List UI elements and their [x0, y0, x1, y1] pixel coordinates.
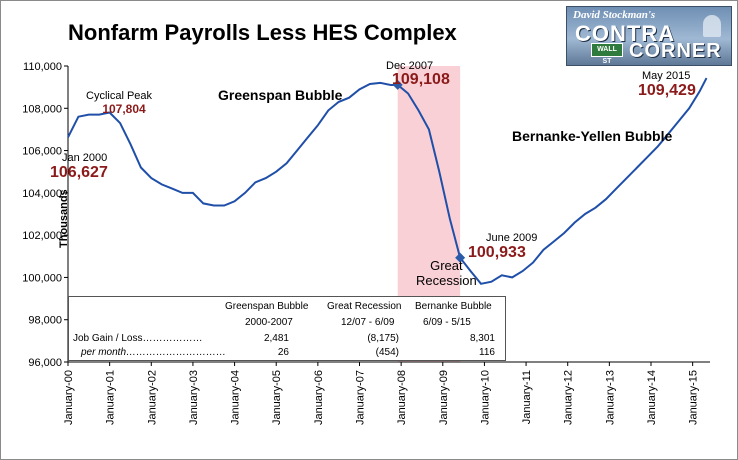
- logo-line2: CONTRA: [575, 21, 676, 46]
- annotation-peak-value: 107,804: [102, 102, 146, 116]
- x-tick-label: January-02: [146, 370, 158, 425]
- x-tick-label: January-11: [521, 370, 533, 424]
- x-tick-label: January-12: [563, 370, 575, 425]
- annotation-june2009-value: 100,933: [468, 244, 526, 261]
- greenspan-bubble-label: Greenspan Bubble: [218, 87, 343, 103]
- x-tick-label: January-06: [313, 370, 325, 425]
- y-tick-label: 110,000: [23, 61, 62, 73]
- x-tick-label: January-13: [604, 370, 616, 425]
- annotation-june2009-label: June 2009: [486, 232, 538, 244]
- stats-period-bernanke: 6/09 - 5/15: [423, 317, 471, 328]
- stats-row-per-month-greenspan: 26: [277, 347, 289, 358]
- annotation-dec2007-label: Dec 2007: [386, 60, 434, 72]
- y-tick-label: 100,000: [22, 272, 62, 284]
- stats-row-per-month-label: per month…………………………: [81, 347, 227, 358]
- series-line-payrolls: [67, 77, 708, 285]
- stats-period-recession: 12/07 - 6/09: [341, 317, 395, 328]
- stats-row-per-month-bernanke: 116: [479, 347, 495, 358]
- annotation-jan2000: Jan 2000 106,627: [50, 152, 108, 182]
- x-tick-label: January-07: [355, 370, 367, 425]
- great-recession-line1: Great: [430, 258, 463, 273]
- annotation-may2015: May 2015 109,429: [638, 70, 696, 100]
- stats-header-recession: Great Recession: [327, 301, 402, 312]
- annotation-june2009: June 2009 100,933: [468, 232, 537, 262]
- annotation-peak: Cyclical Peak 107,804: [86, 90, 152, 116]
- stats-header-bernanke: Bernanke Bubble: [415, 301, 492, 312]
- annotation-dec2007-value: 109,108: [392, 71, 450, 88]
- great-recession-line2: Recession: [416, 273, 477, 288]
- data-marker: [392, 79, 403, 90]
- wall-street-sign-icon: WALL ST: [591, 43, 623, 65]
- stats-row-per-month-recession: (454): [375, 347, 399, 358]
- annotation-jan2000-label: Jan 2000: [62, 152, 108, 164]
- annotation-peak-label: Cyclical Peak: [86, 90, 153, 102]
- annotation-may2015-label: May 2015: [642, 70, 691, 82]
- x-tick-label: January-10: [479, 370, 491, 425]
- y-axis-label: Thousands: [58, 189, 70, 248]
- x-tick-label: January-05: [271, 370, 283, 425]
- logo-line1: David Stockman's: [573, 9, 656, 21]
- x-tick-label: January-14: [646, 370, 658, 425]
- y-tick-label: 98,000: [28, 315, 62, 327]
- stats-row-job-gain-greenspan: 2,481: [263, 333, 289, 344]
- y-axis: 96,000 98,000 100,000 102,000 104,000 106,000…: [22, 61, 69, 369]
- x-tick-label: January-03: [188, 370, 200, 425]
- x-tick-label: January-15: [688, 370, 700, 425]
- y-tick-label: 102,000: [22, 230, 62, 242]
- stats-period-greenspan: 2000-2007: [245, 317, 293, 328]
- markers: [392, 79, 466, 263]
- data-marker: [455, 252, 466, 263]
- capitol-dome-icon: [703, 15, 721, 37]
- x-tick-label: January-04: [230, 370, 242, 425]
- stats-header-greenspan: Greenspan Bubble: [225, 301, 309, 312]
- y-tick-label: 104,000: [22, 188, 62, 200]
- annotation-jan2000-value: 106,627: [50, 164, 108, 181]
- y-tick-label: 106,000: [22, 146, 62, 158]
- annotation-dec2007: Dec 2007 109,108: [386, 60, 450, 89]
- stats-row-job-gain-label: Job Gain / Loss………………: [73, 333, 203, 344]
- y-tick-label: 96,000: [28, 357, 62, 369]
- x-tick-label: January-01: [105, 370, 117, 425]
- y-tick-label: 108,000: [22, 103, 62, 115]
- annotation-may2015-value: 109,429: [638, 82, 696, 99]
- x-tick-label: January-08: [396, 370, 408, 425]
- chart-title: Nonfarm Payrolls Less HES Complex: [68, 20, 457, 45]
- contra-corner-logo: David Stockman's CONTRA WALL ST CORNER: [566, 6, 732, 66]
- x-axis: January-00 January-01 January-02 January-03…: [63, 361, 710, 425]
- stats-row-job-gain-bernanke: 8,301: [469, 333, 495, 344]
- stats-table: Greenspan Bubble Great Recession Bernank…: [68, 296, 506, 361]
- x-tick-label: January-00: [63, 370, 75, 425]
- stats-row-job-gain-recession: (8,175): [367, 333, 399, 344]
- logo-line3: CORNER: [629, 40, 722, 62]
- bernanke-yellen-bubble-label: Bernanke-Yellen Bubble: [512, 128, 673, 144]
- x-tick-label: January-09: [438, 370, 450, 425]
- great-recession-label: Great Recession: [416, 258, 477, 288]
